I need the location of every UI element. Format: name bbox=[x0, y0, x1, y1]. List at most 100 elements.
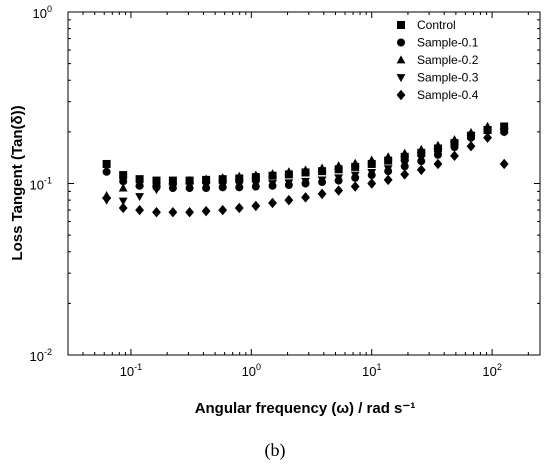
data-point bbox=[251, 170, 261, 179]
data-point bbox=[450, 141, 459, 150]
data-point bbox=[301, 165, 310, 174]
data-point bbox=[152, 186, 161, 195]
data-point bbox=[102, 159, 111, 168]
data-point bbox=[367, 169, 377, 178]
data-point bbox=[168, 183, 178, 192]
data-point bbox=[168, 207, 178, 218]
data-point bbox=[218, 182, 228, 191]
data-point bbox=[201, 182, 211, 191]
data-point bbox=[268, 180, 277, 189]
legend-label: Sample-0.3 bbox=[417, 71, 479, 85]
data-point bbox=[384, 156, 393, 165]
data-point bbox=[218, 173, 228, 182]
data-point bbox=[383, 165, 393, 174]
tick-labels: 10-1 100 101 102 10-2 10-1 100 bbox=[30, 4, 502, 379]
data-point bbox=[466, 141, 476, 152]
data-point bbox=[185, 182, 194, 191]
data-point bbox=[350, 181, 360, 192]
legend-label: Control bbox=[417, 18, 456, 32]
data-point bbox=[251, 200, 261, 212]
data-point bbox=[284, 179, 294, 188]
data-point bbox=[483, 126, 492, 135]
data-point bbox=[301, 177, 310, 186]
data-point bbox=[284, 194, 294, 206]
data-point bbox=[367, 159, 376, 168]
data-point bbox=[317, 176, 327, 185]
data-point bbox=[351, 162, 360, 171]
data-point bbox=[234, 202, 244, 214]
data-point bbox=[400, 169, 410, 180]
x-tick-label: 10-1 bbox=[120, 362, 142, 379]
data-point bbox=[268, 169, 277, 178]
data-point bbox=[383, 152, 393, 161]
data-point bbox=[334, 174, 344, 183]
data-point bbox=[185, 207, 194, 218]
series-sample-0-4 bbox=[102, 132, 509, 218]
data-point bbox=[383, 174, 393, 186]
y-tick-label: 100 bbox=[33, 4, 52, 21]
x-tick-label: 102 bbox=[482, 362, 501, 379]
data-point bbox=[201, 205, 211, 217]
legend-label: Sample-0.2 bbox=[417, 53, 479, 67]
data-point bbox=[119, 171, 128, 180]
series-control bbox=[102, 122, 509, 185]
data-point bbox=[433, 158, 443, 170]
data-point bbox=[234, 171, 244, 180]
data-point bbox=[367, 155, 377, 164]
data-point bbox=[400, 148, 410, 157]
figure-caption: (b) bbox=[264, 440, 286, 460]
y-tick-label: 10-2 bbox=[30, 347, 52, 364]
data-point bbox=[416, 144, 426, 153]
data-point bbox=[135, 204, 144, 216]
legend-marker bbox=[396, 89, 406, 101]
y-axis-title: Loss Tangent (Tan(δ)) bbox=[9, 105, 26, 260]
data-point bbox=[433, 140, 443, 149]
data-point bbox=[334, 185, 344, 196]
data-point bbox=[152, 178, 161, 187]
data-point bbox=[251, 180, 261, 189]
x-tick-label: 100 bbox=[242, 362, 261, 379]
data-point bbox=[499, 158, 509, 170]
data-point bbox=[334, 165, 343, 174]
data-point bbox=[152, 207, 161, 218]
data-point bbox=[483, 132, 492, 143]
data-point bbox=[119, 177, 128, 186]
data-point bbox=[466, 132, 476, 141]
legend: Control Sample-0.1 Sample-0.2 Sample-0.3 Sam… bbox=[396, 18, 479, 102]
x-axis-title: Angular frequency (ω) / rad s⁻¹ bbox=[195, 400, 416, 417]
data-point bbox=[118, 202, 128, 214]
data-point bbox=[301, 192, 310, 203]
data-point bbox=[102, 167, 111, 176]
data-point bbox=[416, 155, 426, 164]
data-point bbox=[416, 164, 426, 176]
data-point bbox=[118, 197, 128, 206]
data-point bbox=[400, 152, 409, 161]
legend-label: Sample-0.4 bbox=[417, 88, 479, 102]
data-point bbox=[450, 135, 459, 144]
legend-marker bbox=[397, 38, 405, 47]
data-point bbox=[118, 183, 128, 192]
data-point bbox=[450, 150, 459, 162]
legend-marker bbox=[396, 55, 406, 64]
data-point bbox=[499, 128, 509, 137]
data-point bbox=[135, 193, 144, 202]
x-tick-label: 101 bbox=[362, 362, 381, 379]
data-point bbox=[350, 158, 360, 167]
data-point bbox=[433, 148, 443, 157]
data-point bbox=[218, 204, 228, 216]
y-tick-label: 10-1 bbox=[30, 176, 52, 193]
data-point bbox=[317, 188, 327, 200]
data-point bbox=[268, 197, 277, 209]
axis-ticks bbox=[67, 11, 540, 356]
data-point bbox=[334, 161, 344, 170]
data-point bbox=[317, 163, 327, 172]
data-point bbox=[367, 178, 377, 189]
data-point bbox=[135, 178, 144, 187]
data-point bbox=[201, 174, 211, 183]
legend-label: Sample-0.1 bbox=[417, 36, 479, 50]
data-points bbox=[102, 121, 509, 218]
data-point bbox=[400, 160, 410, 169]
data-point bbox=[284, 167, 294, 176]
data-point bbox=[234, 181, 244, 190]
